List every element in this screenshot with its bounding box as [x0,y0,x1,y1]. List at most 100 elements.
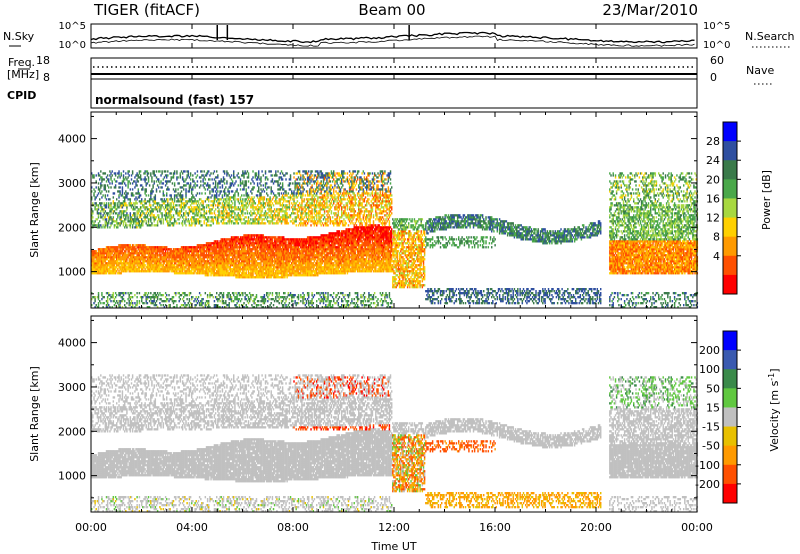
power-cell [140,208,141,210]
power-cell [106,218,107,220]
power-cell [227,194,228,196]
power-cell [273,210,274,212]
power-cell [234,196,235,198]
power-cell [272,202,273,204]
power-cell [165,304,166,306]
power-cell [115,302,116,304]
power-cell [224,188,225,190]
power-cell [117,260,118,262]
power-cell [157,256,158,258]
power-cell [114,300,115,302]
power-cell [142,268,143,270]
power-cell [264,302,265,304]
power-cell [181,294,182,296]
power-cell [273,298,274,300]
power-cell [223,220,224,222]
power-cell [229,174,230,176]
power-cell [156,188,157,190]
power-cell [204,214,205,216]
power-cell [238,194,239,196]
power-cell [239,260,240,262]
power-cell [182,220,183,222]
power-cell [118,170,119,172]
power-cell [269,196,270,198]
power-cell [223,200,224,202]
power-cell [147,302,148,304]
power-cell [226,252,227,254]
power-cell [100,186,101,188]
power-cell [108,206,109,208]
power-cell [100,182,101,184]
power-cell [272,238,273,240]
power-cell [166,294,167,296]
power-cell [127,216,128,218]
power-cell [219,192,220,194]
power-cell [239,292,240,294]
power-cell [142,188,143,190]
power-cell [263,270,264,272]
power-cell [163,264,164,266]
power-cell [246,184,247,186]
power-cell [183,264,184,266]
power-cell [104,254,105,256]
power-cell [93,192,94,194]
nave-label: Nave [746,64,774,77]
power-cell [122,250,123,252]
power-cell [275,170,276,172]
power-cell [222,202,223,204]
power-cell [259,182,260,184]
power-cell [125,172,126,174]
power-cell [196,194,197,196]
power-cell [265,300,266,302]
power-cell [268,186,269,188]
power-cell [208,300,209,302]
power-cell [205,292,206,294]
power-cell [131,202,132,204]
power-cell [265,172,266,174]
power-cell [149,300,150,302]
power-cell [115,296,116,298]
power-cell [236,190,237,192]
power-cell [167,186,168,188]
power-cell [240,188,241,190]
power-cell [135,182,136,184]
power-cell [229,302,230,304]
power-cell [127,184,128,186]
power-cell [234,202,235,204]
power-cell [194,172,195,174]
power-cell [250,298,251,300]
power-cell [276,294,277,296]
power-cell [201,262,202,264]
power-cell [109,268,110,270]
power-cell [266,294,267,296]
power-cell [136,214,137,216]
power-cell [214,270,215,272]
power-cell [260,184,261,186]
power-cell [175,294,176,296]
power-cell [191,190,192,192]
power-cell [184,222,185,224]
power-cell [209,186,210,188]
power-cell [267,216,268,218]
power-cell [268,206,269,208]
power-cell [174,172,175,174]
power-cell [98,192,99,194]
power-cell [268,298,269,300]
station-title: TIGER (fitACF) [93,1,200,19]
power-cell [192,222,193,224]
power-cell [108,180,109,182]
power-cell [183,198,184,200]
power-cell [238,300,239,302]
power-cell [133,206,134,208]
power-cell [114,192,115,194]
power-cell [106,272,107,274]
power-cell [136,178,137,180]
power-cell [243,186,244,188]
power-cell [265,178,266,180]
power-cell [94,300,95,302]
power-cell [148,222,149,224]
power-cell [211,216,212,218]
power-cell [138,190,139,192]
power-cell [242,198,243,200]
power-cell [260,176,261,178]
